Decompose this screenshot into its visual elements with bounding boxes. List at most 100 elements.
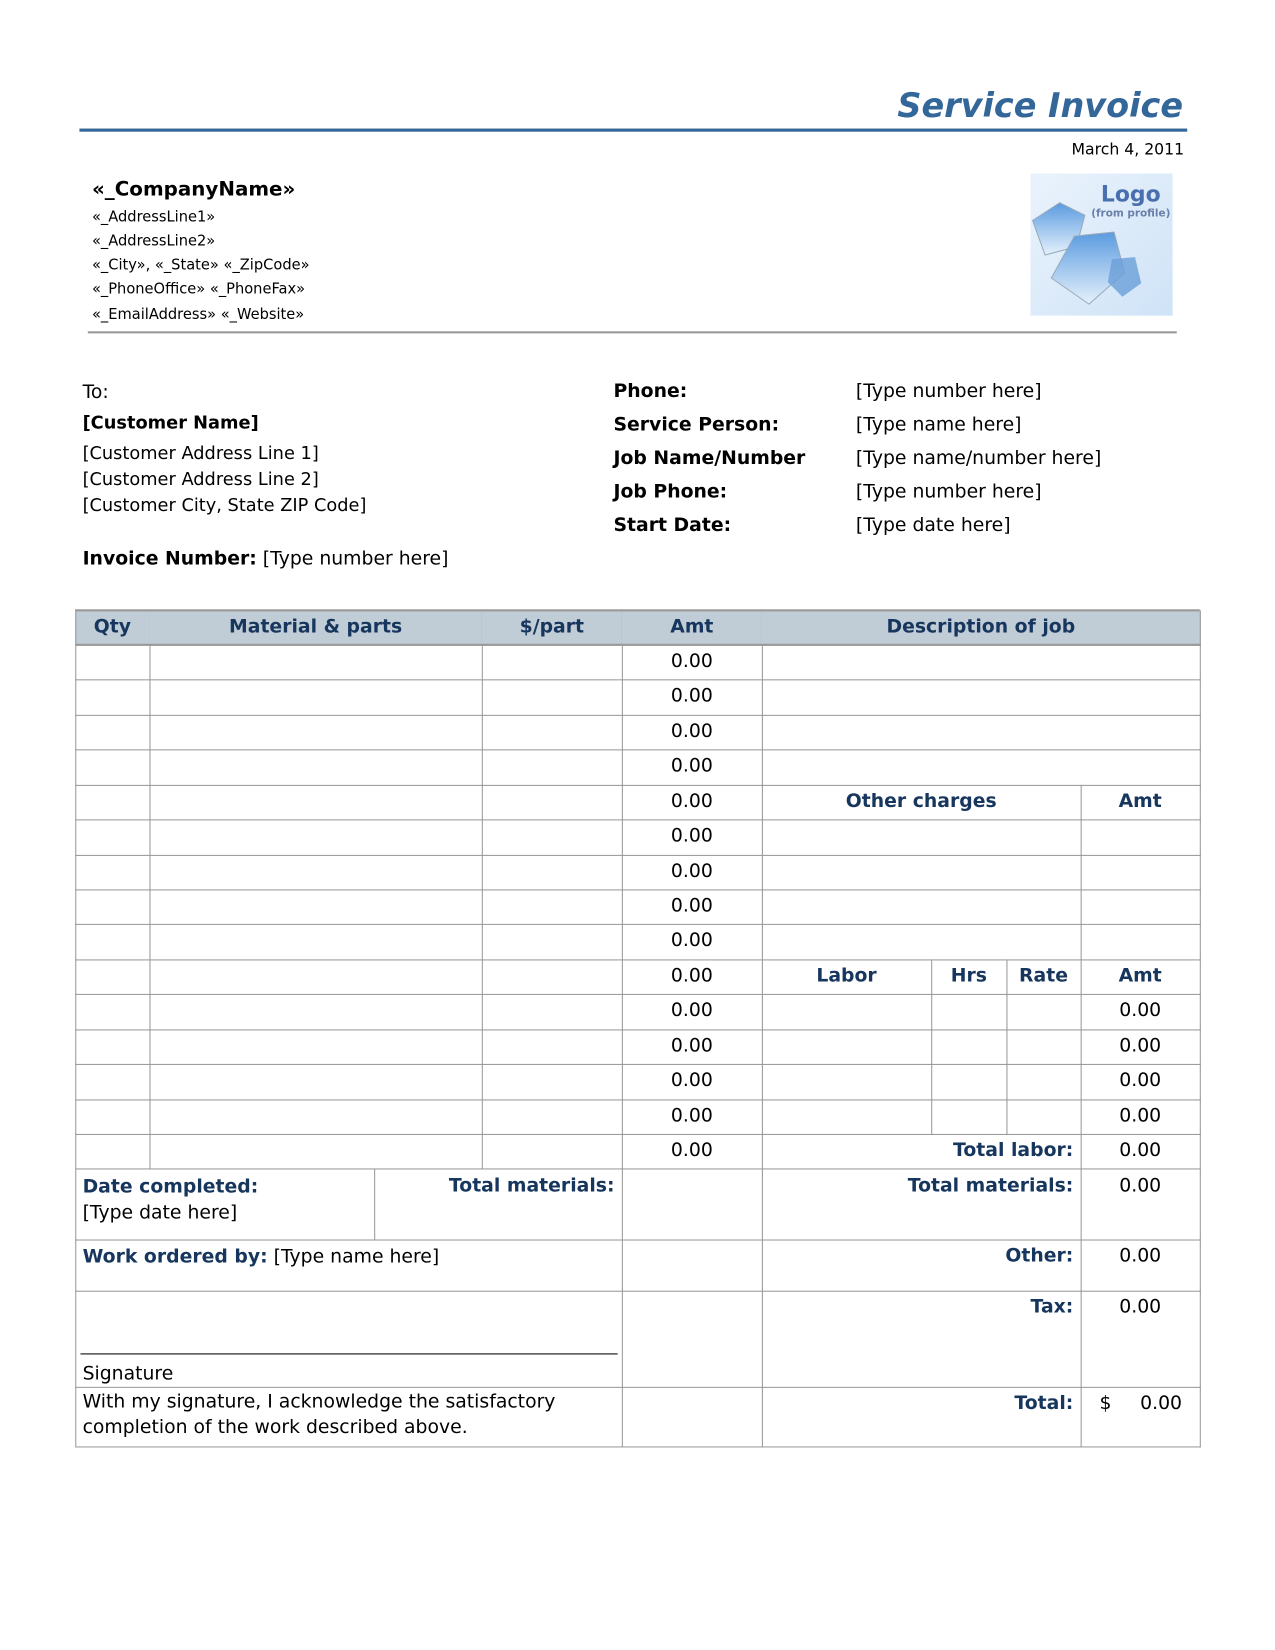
labor-rate[interactable] xyxy=(1006,1063,1082,1101)
other-charges-header: Other charges xyxy=(761,784,1082,821)
job-info-value[interactable]: [Type name here] xyxy=(855,413,1022,436)
price-cell[interactable] xyxy=(481,993,623,1031)
description-row[interactable] xyxy=(761,714,1201,751)
description-row[interactable] xyxy=(761,749,1201,786)
qty-cell[interactable] xyxy=(75,749,151,786)
labor-hrs[interactable] xyxy=(931,1099,1008,1135)
material-cell[interactable] xyxy=(149,819,483,856)
qty-cell[interactable] xyxy=(75,1029,151,1065)
amount-cell: 0.00 xyxy=(621,993,763,1031)
price-cell[interactable] xyxy=(481,714,623,751)
other-charge-amt[interactable] xyxy=(1080,889,1201,925)
price-cell[interactable] xyxy=(481,889,623,925)
other-charge-desc[interactable] xyxy=(761,923,1082,961)
other-charge-desc[interactable] xyxy=(761,854,1082,891)
material-cell[interactable] xyxy=(149,959,483,995)
material-cell[interactable] xyxy=(149,714,483,751)
qty-cell[interactable] xyxy=(75,923,151,961)
description-row[interactable] xyxy=(761,679,1201,716)
material-cell[interactable] xyxy=(149,923,483,961)
qty-cell[interactable] xyxy=(75,889,151,925)
price-cell[interactable] xyxy=(481,819,623,856)
signature-line xyxy=(80,1353,618,1355)
labor-desc[interactable] xyxy=(761,1063,933,1101)
summary-total-materials-value: 0.00 xyxy=(1080,1169,1201,1241)
description-row[interactable] xyxy=(761,644,1201,681)
material-cell[interactable] xyxy=(149,854,483,891)
signature-box[interactable]: Signature xyxy=(75,1290,623,1388)
price-cell[interactable] xyxy=(481,1063,623,1101)
qty-cell[interactable] xyxy=(75,993,151,1031)
labor-hrs[interactable] xyxy=(931,1029,1008,1065)
job-info-value[interactable]: [Type date here] xyxy=(855,514,1011,537)
labor-rate[interactable] xyxy=(1006,1099,1082,1135)
acknowledgment-line: completion of the work described above. xyxy=(82,1416,468,1439)
other-charge-amt[interactable] xyxy=(1080,819,1201,856)
amount-cell: 0.00 xyxy=(621,889,763,925)
job-info-value[interactable]: [Type name/number here] xyxy=(855,447,1102,470)
qty-cell[interactable] xyxy=(75,714,151,751)
labor-hrs[interactable] xyxy=(931,993,1008,1031)
qty-cell[interactable] xyxy=(75,959,151,995)
amount-cell: 0.00 xyxy=(621,784,763,821)
material-cell[interactable] xyxy=(149,784,483,821)
material-cell[interactable] xyxy=(149,1063,483,1101)
column-header: Amt xyxy=(621,610,763,646)
material-cell[interactable] xyxy=(149,644,483,681)
page-title: Service Invoice xyxy=(897,85,1184,126)
qty-cell[interactable] xyxy=(75,1063,151,1101)
invoice-number-value[interactable]: [Type number here] xyxy=(262,547,449,570)
qty-cell[interactable] xyxy=(75,1099,151,1135)
labor-header: Hrs xyxy=(931,959,1008,995)
qty-cell[interactable] xyxy=(75,644,151,681)
qty-cell[interactable] xyxy=(75,819,151,856)
total-label: Total: xyxy=(761,1386,1082,1448)
amount-cell: 0.00 xyxy=(621,819,763,856)
price-cell[interactable] xyxy=(481,923,623,961)
price-cell[interactable] xyxy=(481,749,623,786)
other-charge-desc[interactable] xyxy=(761,889,1082,925)
customer-city: [Customer City, State ZIP Code] xyxy=(82,495,367,517)
other-charge-desc[interactable] xyxy=(761,819,1082,856)
amount-cell: 0.00 xyxy=(621,923,763,961)
material-cell[interactable] xyxy=(149,1099,483,1135)
price-cell[interactable] xyxy=(481,1029,623,1065)
date-completed-value[interactable]: [Type date here] xyxy=(82,1201,238,1224)
other-charge-amt[interactable] xyxy=(1080,854,1201,891)
job-info-label: Phone: xyxy=(613,380,688,403)
work-ordered-value[interactable]: [Type name here] xyxy=(273,1245,440,1268)
qty-cell[interactable] xyxy=(75,854,151,891)
qty-cell[interactable] xyxy=(75,679,151,716)
price-cell[interactable] xyxy=(481,679,623,716)
price-cell[interactable] xyxy=(481,784,623,821)
customer-address-2: [Customer Address Line 2] xyxy=(82,469,319,491)
material-cell[interactable] xyxy=(149,1029,483,1065)
labor-desc[interactable] xyxy=(761,1099,933,1135)
qty-cell[interactable] xyxy=(75,784,151,821)
price-cell[interactable] xyxy=(481,1099,623,1135)
material-cell[interactable] xyxy=(149,679,483,716)
address-line: «_AddressLine1» xyxy=(91,209,216,226)
labor-rate[interactable] xyxy=(1006,993,1082,1031)
labor-hrs[interactable] xyxy=(931,1063,1008,1101)
material-cell[interactable] xyxy=(149,993,483,1031)
job-info-value[interactable]: [Type number here] xyxy=(855,380,1042,403)
material-cell[interactable] xyxy=(149,749,483,786)
other-charge-amt[interactable] xyxy=(1080,923,1201,961)
price-cell[interactable] xyxy=(481,959,623,995)
labor-rate[interactable] xyxy=(1006,1029,1082,1065)
material-cell[interactable] xyxy=(149,889,483,925)
company-logo: Logo (from profile) xyxy=(1030,173,1173,316)
price-cell[interactable] xyxy=(481,644,623,681)
address-line: «_EmailAddress» «_Website» xyxy=(91,306,305,323)
labor-desc[interactable] xyxy=(761,993,933,1031)
labor-desc[interactable] xyxy=(761,1029,933,1065)
price-cell[interactable] xyxy=(481,854,623,891)
price-cell[interactable] xyxy=(481,1133,623,1170)
tax-value: 0.00 xyxy=(1080,1290,1201,1388)
job-info-value[interactable]: [Type number here] xyxy=(855,480,1042,503)
amount-cell: 0.00 xyxy=(621,854,763,891)
qty-cell[interactable] xyxy=(75,1133,151,1170)
material-cell[interactable] xyxy=(149,1133,483,1170)
column-header: Material & parts xyxy=(149,610,483,646)
